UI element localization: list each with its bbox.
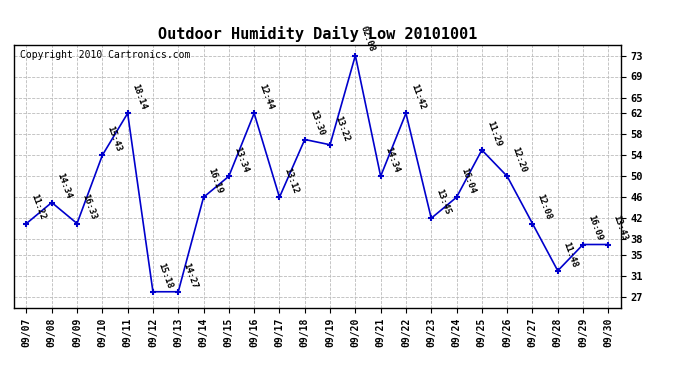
Text: 11:22: 11:22: [30, 193, 47, 221]
Text: 12:44: 12:44: [257, 83, 275, 111]
Text: 18:14: 18:14: [130, 83, 148, 111]
Text: 13:43: 13:43: [611, 214, 629, 242]
Text: 11:29: 11:29: [485, 120, 502, 148]
Text: 13:34: 13:34: [232, 146, 250, 174]
Text: 16:19: 16:19: [206, 167, 224, 195]
Text: 11:42: 11:42: [409, 83, 426, 111]
Text: 12:08: 12:08: [535, 193, 553, 221]
Text: 11:48: 11:48: [561, 240, 578, 268]
Text: 02:08: 02:08: [358, 25, 376, 53]
Text: 12:20: 12:20: [510, 146, 528, 174]
Text: 16:04: 16:04: [460, 167, 477, 195]
Text: 14:27: 14:27: [181, 261, 199, 290]
Text: 13:45: 13:45: [434, 188, 452, 216]
Text: 14:34: 14:34: [384, 146, 402, 174]
Text: 13:22: 13:22: [333, 114, 351, 142]
Text: 13:12: 13:12: [282, 167, 300, 195]
Text: 16:09: 16:09: [586, 214, 604, 242]
Title: Outdoor Humidity Daily Low 20101001: Outdoor Humidity Daily Low 20101001: [158, 27, 477, 42]
Text: Copyright 2010 Cartronics.com: Copyright 2010 Cartronics.com: [20, 50, 190, 60]
Text: 16:33: 16:33: [80, 193, 98, 221]
Text: 14:34: 14:34: [55, 172, 72, 200]
Text: 13:30: 13:30: [308, 109, 326, 137]
Text: 15:18: 15:18: [156, 261, 174, 290]
Text: 15:43: 15:43: [106, 125, 123, 153]
